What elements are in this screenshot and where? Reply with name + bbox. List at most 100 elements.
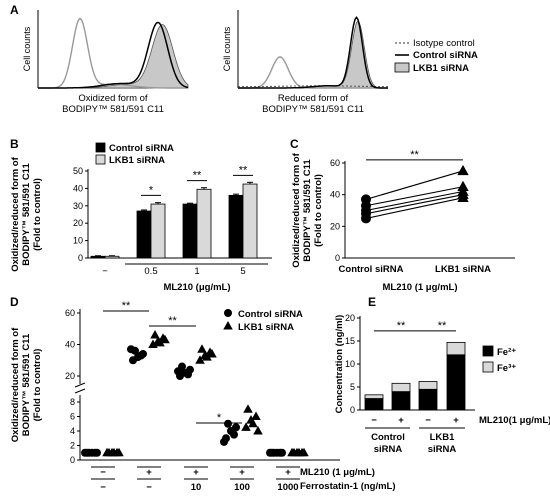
panel-b-sig-2-label: ** <box>239 164 248 176</box>
panel-d-ylabel-1: BODIPY™ 581/591 C11 <box>21 333 32 436</box>
panel-d-control-point-1-4 <box>137 351 145 360</box>
panel-d-ferrostatin-0: − <box>100 482 106 493</box>
panel-d-ylabel-0: Oxidized/reduced form of <box>10 327 21 442</box>
panel-e-letter: E <box>368 295 376 309</box>
panel-d-control-point-2-5 <box>174 367 182 376</box>
panel-d: 20 40 60 0 2 4 6 8 Oxidized/reduced form of BODIP… <box>10 300 396 493</box>
panel-c: 0 20 40 60 Oxidized/reduced form of BODIPY™ 5… <box>291 149 515 293</box>
panel-a-legend-lkb1-swatch <box>394 62 410 73</box>
panel-b-xtick-label-0: − <box>102 266 108 277</box>
panel-c-ytick-label-0: 0 <box>335 253 340 263</box>
panel-d-ytick-label-u-20: 20 <box>65 371 75 381</box>
panel-d-row-label-ferrostatin: Ferrostatin-1 (ng/mL) <box>300 481 396 492</box>
panel-d-control-point-3-2 <box>232 423 240 432</box>
panel-d-row-label-ml210: ML210 (1 μg/mL) <box>300 467 375 478</box>
panel-d-ytick-label-l-0: 0 <box>70 455 75 465</box>
panel-c-xtick-label-0: Control siRNA <box>339 264 404 275</box>
panel-d-ytick-label-l-4: 4 <box>70 426 75 436</box>
panel-b-bar-1-3 <box>242 183 258 259</box>
panel-d-ferrostatin-4: 1000 <box>277 482 298 493</box>
panel-d-axis-break-1 <box>74 382 86 388</box>
panel-d-ytick-label-l-6: 6 <box>70 412 75 422</box>
panel-d-ytick-label-u-60: 60 <box>65 308 75 318</box>
panel-e-legend-fe3-swatch <box>482 361 494 373</box>
panel-c-sig-label: ** <box>410 149 419 161</box>
panel-a-hist-0-xlabel-1: Oxidized form of <box>78 93 148 104</box>
panel-e-row-label: ML210(1 μg/mL) <box>479 415 550 426</box>
panel-b-xlabel: ML210 (μg/mL) <box>163 282 230 293</box>
panel-a-hist-1-control-curve <box>238 15 388 89</box>
panel-d-lkb1-point-1-5 <box>160 334 170 344</box>
panel-d-ml210-3: + <box>239 467 245 478</box>
panel-a-legend-isotype: Isotype control <box>413 38 475 49</box>
panel-e-bar-fe3-1 <box>391 382 411 393</box>
panel-c-ylabel-2: (Fold to control) <box>313 174 324 247</box>
panel-b-bar-1-0 <box>104 255 120 259</box>
panel-d-lkb1-point-2-5 <box>207 348 217 358</box>
panel-e-bar-fe3-2 <box>418 381 438 390</box>
panel-b-ytick-label-50: 50 <box>73 166 83 176</box>
panel-b-ytick-label-40: 40 <box>73 183 83 193</box>
panel-b-letter: B <box>10 137 19 151</box>
panel-c-ylabel-0: Oxidized/reduced form of <box>291 152 302 267</box>
panel-c-pair-line-4 <box>365 197 464 219</box>
panel-e-group-label-0-a: Control <box>371 432 405 443</box>
panel-a-hist-1-ylabel: Cell counts <box>222 26 232 71</box>
panel-d-control-point-3-3 <box>224 419 232 428</box>
panel-d-ytick-label-u-40: 40 <box>65 340 75 350</box>
panel-e-ml210-0: − <box>371 415 377 426</box>
panel-c-pair-line-2 <box>365 190 464 212</box>
panel-a-hist-0-lkb1-curve <box>38 24 189 89</box>
panel-b-bar-0-1 <box>136 210 152 259</box>
panel-e-ylabel: Concentration (ng/ml) <box>334 315 345 414</box>
panel-d-letter: D <box>10 295 19 309</box>
panel-b-bar-0-0 <box>90 255 106 259</box>
panel-d-control-point-0-4 <box>91 448 99 457</box>
panel-d-lkb1-point-4-5 <box>299 447 309 457</box>
panel-a-hist-0-xlabel-2: BODIPY™ 581/591 C11 <box>62 104 164 115</box>
panel-c-control-point-4 <box>361 213 371 224</box>
panel-c-ytick-label-60: 60 <box>330 158 340 168</box>
panel-b-xtick-label-2: 1 <box>194 266 199 277</box>
panel-d-legend-lkb1: LKB1 siRNA <box>238 322 294 333</box>
panel-d-ferrostatin-1: − <box>146 482 152 493</box>
panel-b: 0 10 20 30 40 50 Oxidized/reduced form of BODIP… <box>10 142 272 293</box>
panel-d-sig-1-label: ** <box>168 315 177 327</box>
panel-b-legend-swatch-1 <box>95 154 106 165</box>
panel-d-sig-0-label: ** <box>122 300 131 312</box>
panel-c-xtick-label-1: LKB1 siRNA <box>435 264 491 275</box>
panel-d-lkb1-point-2-0 <box>195 355 205 364</box>
panel-e-bar-fe2-0 <box>364 398 384 411</box>
panel-e-group-label-0-b: siRNA <box>374 444 403 455</box>
panel-e-bar-fe2-3 <box>446 354 466 411</box>
panel-d-lkb1-point-3-3 <box>243 404 253 413</box>
panel-d-axis-break-2 <box>74 388 86 394</box>
panel-d-ytick-label-l-8: 8 <box>70 397 75 407</box>
panel-e-bar-fe2-2 <box>418 388 438 411</box>
panel-c-ytick-label-40: 40 <box>330 190 340 200</box>
panel-b-ylabel-0: Oxidized/reduced form of <box>10 156 21 271</box>
panel-d-ferrostatin-3: 100 <box>234 482 250 493</box>
panel-e-ytick-label-15: 15 <box>345 336 355 346</box>
panel-e-ytick-label-0: 0 <box>350 405 355 415</box>
panel-e-legend-fe2-swatch <box>482 345 494 357</box>
panel-e-bar-fe2-1 <box>391 391 411 411</box>
panel-d-lkb1-point-3-2 <box>251 411 261 420</box>
panel-d-lkb1-point-1-4 <box>155 337 165 347</box>
panel-d-ml210-0: − <box>100 467 106 478</box>
panel-d-lkb1-point-1-3 <box>150 330 160 339</box>
panel-a-hist-1-isotype-dotted <box>238 85 388 87</box>
panel-d-control-point-4-4 <box>276 448 284 457</box>
panel-b-ytick-label-30: 30 <box>73 201 83 211</box>
panel-b-bar-0-3 <box>228 194 244 259</box>
panel-a-hist-1-lkb1-curve <box>238 20 388 89</box>
panel-d-lkb1-point-2-4 <box>202 352 212 361</box>
panel-a-letter: A <box>10 3 19 17</box>
panel-d-ytick-label-l-2: 2 <box>70 441 75 451</box>
panel-b-xtick-label-3: 5 <box>240 266 245 277</box>
panel-b-ytick-label-10: 10 <box>73 236 83 246</box>
panel-e-ytick-label-10: 10 <box>345 359 355 369</box>
